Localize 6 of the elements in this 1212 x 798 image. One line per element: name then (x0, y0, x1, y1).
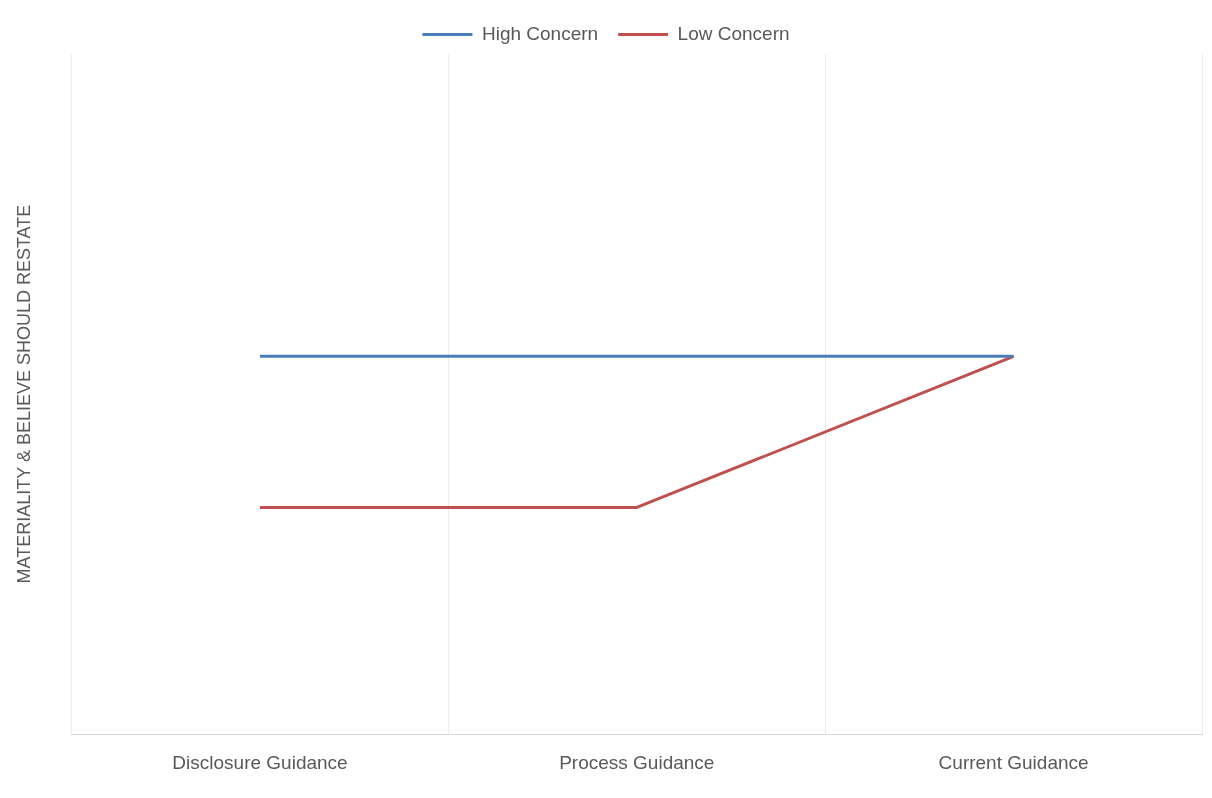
x-tick-label: Process Guidance (559, 751, 715, 773)
x-tick-label: Current Guidance (938, 751, 1089, 773)
legend-label: Low Concern (677, 22, 790, 44)
y-axis-title: MATERIALITY & BELIEVE SHOULD RESTATE (13, 204, 34, 584)
x-tick-label: Disclosure Guidance (172, 751, 348, 773)
legend-label: High Concern (481, 22, 599, 44)
